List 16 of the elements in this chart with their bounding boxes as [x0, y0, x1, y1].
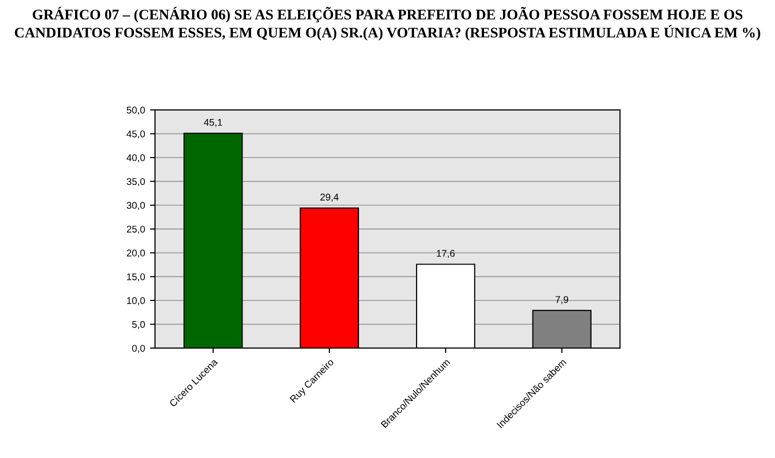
y-tick-label: 50,0 — [126, 106, 145, 115]
chart-title: GRÁFICO 07 – (CENÁRIO 06) SE AS ELEIÇÕES PARA PREFEITO DE JOÃO PESSOA FOSSEM HOJE E OS CANDIDATOS FOSSEM ESSES, EM QUEM O(A) SR.(A) VOTARIA? (RESPOSTA ESTIMULADA E ÚNICA EM %) — [14, 6, 760, 41]
y-tick-label: 0,0 — [132, 344, 145, 353]
y-tick-label: 20,0 — [126, 250, 145, 258]
y-tick-label: 15,0 — [127, 273, 145, 282]
y-tick-label: 10,0 — [127, 297, 145, 306]
data-label: 29,4 — [320, 194, 339, 202]
y-tick-label: 40,0 — [126, 154, 145, 162]
y-tick-label: 45,0 — [126, 130, 145, 139]
data-label: 45,1 — [204, 119, 222, 127]
y-tick-label: 5,0 — [132, 321, 145, 330]
y-tick-label: 30,0 — [126, 202, 145, 210]
data-label: 7,9 — [556, 296, 568, 304]
y-tick-label: 35,0 — [126, 178, 145, 186]
y-tick-label: 25,0 — [126, 226, 145, 234]
data-label: 17,6 — [436, 250, 455, 258]
